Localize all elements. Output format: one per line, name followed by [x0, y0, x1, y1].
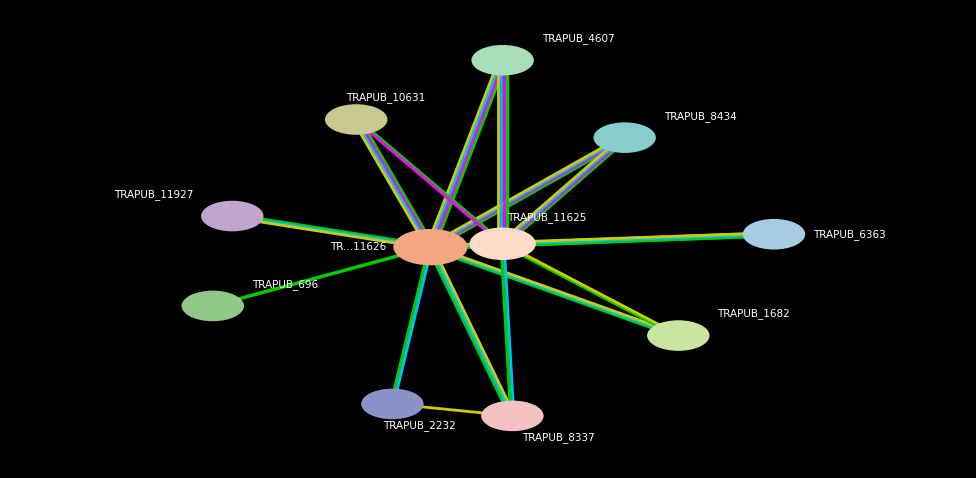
- Circle shape: [593, 122, 656, 153]
- Text: TRAPUB_11927: TRAPUB_11927: [114, 189, 193, 200]
- Circle shape: [325, 104, 387, 135]
- Circle shape: [647, 320, 710, 351]
- Circle shape: [182, 291, 244, 321]
- Circle shape: [471, 45, 534, 76]
- Text: TRAPUB_8434: TRAPUB_8434: [664, 111, 737, 121]
- Text: TRAPUB_2232: TRAPUB_2232: [383, 420, 456, 431]
- Text: TR...11626: TR...11626: [330, 242, 386, 252]
- Text: TRAPUB_696: TRAPUB_696: [252, 279, 318, 290]
- Circle shape: [743, 219, 805, 250]
- Text: TRAPUB_10631: TRAPUB_10631: [346, 93, 426, 103]
- Circle shape: [361, 389, 424, 419]
- Circle shape: [201, 201, 264, 231]
- Circle shape: [481, 401, 544, 431]
- Text: TRAPUB_8337: TRAPUB_8337: [522, 432, 595, 443]
- Circle shape: [469, 228, 536, 260]
- Text: TRAPUB_11625: TRAPUB_11625: [508, 212, 587, 223]
- Text: TRAPUB_6363: TRAPUB_6363: [813, 229, 886, 239]
- Text: TRAPUB_1682: TRAPUB_1682: [717, 309, 791, 319]
- Text: TRAPUB_4607: TRAPUB_4607: [542, 33, 614, 44]
- Circle shape: [393, 229, 468, 265]
